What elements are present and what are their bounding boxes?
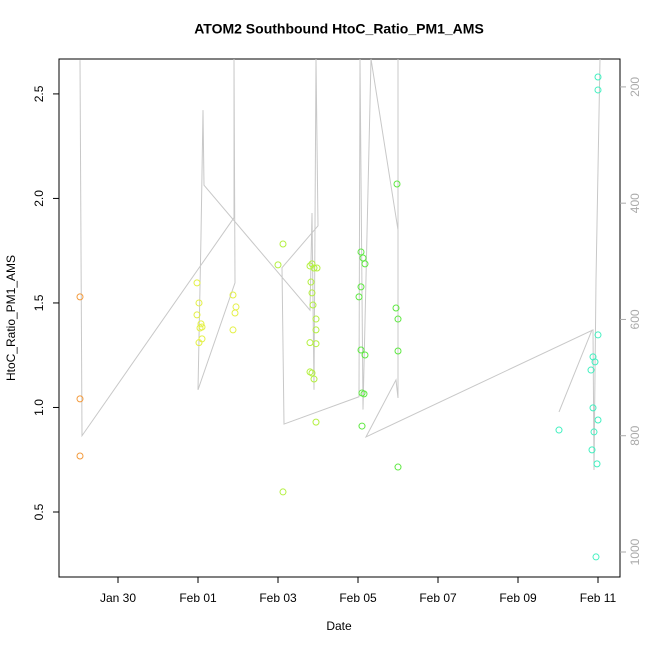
point [310,264,318,272]
point [555,426,563,434]
y-tick-label: 1.0 [32,399,46,416]
point [357,283,365,291]
point [592,553,600,561]
point [392,304,400,312]
y2-tick-label: 200 [628,77,642,97]
point [310,375,318,383]
x-tick-label: Feb 01 [179,591,217,605]
point [307,278,315,286]
point [361,351,369,359]
point [587,366,595,374]
point [308,260,316,268]
point [193,311,201,319]
point [306,262,314,270]
point [197,320,205,328]
point [312,418,320,426]
point [594,73,602,81]
point [312,315,320,323]
point [591,358,599,366]
point [394,463,402,471]
point [357,248,365,256]
y-axis-label: HtoC_Ratio_PM1_AMS [4,255,18,381]
y-tick-label: 1.5 [32,294,46,311]
point [589,404,597,412]
point [193,279,201,287]
y-tick-label: 2.5 [32,85,46,102]
point [308,369,316,377]
point [394,315,402,323]
point [355,293,363,301]
x-tick-label: Feb 09 [499,591,537,605]
point [309,301,317,309]
point [231,309,239,317]
y-tick-label: 2.0 [32,190,46,207]
point [594,86,602,94]
y2-tick-label: 600 [628,309,642,329]
point [76,395,84,403]
y-tick-label: 0.5 [32,503,46,520]
point [588,446,596,454]
y2-tick-label: 800 [628,425,642,445]
point [274,261,282,269]
point [229,291,237,299]
point [594,331,602,339]
point [279,240,287,248]
pressure-line [79,58,601,471]
point [358,422,366,430]
plot-frame [58,58,621,578]
point [196,324,204,332]
point [360,390,368,398]
point [76,293,84,301]
point [195,299,203,307]
point [361,260,369,268]
point [308,289,316,297]
x-tick-label: Feb 05 [339,591,377,605]
chart-title: ATOM2 Southbound HtoC_Ratio_PM1_AMS [194,21,484,37]
point [393,180,401,188]
x-tick-label: Jan 30 [100,591,136,605]
y2-tick-label: 1000 [628,538,642,565]
point [593,460,601,468]
point [312,340,320,348]
x-tick-label: Feb 07 [419,591,457,605]
point [357,346,365,354]
point [229,326,237,334]
point [279,488,287,496]
point [594,416,602,424]
point [313,264,321,272]
y2-tick-label: 400 [628,193,642,213]
x-axis-label: Date [326,619,352,633]
x-tick-label: Feb 11 [580,591,617,605]
point [312,326,320,334]
x-tick-label: Feb 03 [259,591,297,605]
point [590,428,598,436]
point [195,339,203,347]
point [76,452,84,460]
point [394,347,402,355]
